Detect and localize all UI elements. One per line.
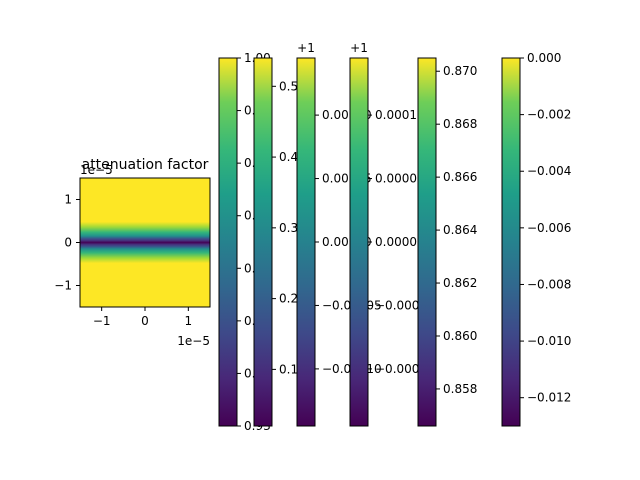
x-tick-label: 0 — [141, 314, 149, 328]
colorbar-tick-label: −0.002 — [527, 108, 571, 122]
colorbar-tick-label: 0.4 — [279, 150, 298, 164]
x-axis-ticks: −1 0 1 — [93, 307, 192, 328]
colorbar-tick-label: 0.00005 — [375, 172, 425, 186]
colorbar-gradient — [297, 58, 315, 426]
colorbar-gradient — [350, 58, 368, 426]
colorbar-gradient — [254, 58, 272, 426]
colorbar-frame — [417, 57, 437, 427]
colorbar-tick-label: 0.1 — [279, 362, 298, 376]
colorbar-tick-label: 0.860 — [443, 329, 477, 343]
x-tick-label: 1 — [185, 314, 193, 328]
colorbar-tick-label: −0.012 — [527, 391, 571, 405]
colorbar-tick-label: 0.2 — [279, 292, 298, 306]
colorbar-gradient — [502, 58, 520, 426]
colorbar-frame — [218, 57, 238, 427]
colorbar-frame — [253, 57, 273, 427]
y-tick-label: 0 — [64, 236, 72, 250]
colorbar-tick-label: 0.864 — [443, 223, 477, 237]
colorbar-2: 0.5 0.4 0.3 0.2 0.1 — [253, 57, 298, 427]
colorbar-tick-label: 0.00000 — [375, 235, 425, 249]
colorbar-tick-label: 0.858 — [443, 382, 477, 396]
colorbar-frame — [501, 57, 521, 427]
colorbar-tick-label: −0.004 — [527, 164, 571, 178]
x-offset-label: 1e−5 — [177, 334, 210, 348]
colorbar-tick-label: 0.5 — [279, 79, 298, 93]
colorbar-tick-label: 0.866 — [443, 170, 477, 184]
y-tick-label: 1 — [64, 193, 72, 207]
heatmap-title: attenuation factor — [82, 157, 209, 173]
colorbar-tick-label: 0.870 — [443, 64, 477, 78]
colorbar-5: 0.870 0.868 0.866 0.864 0.862 0.860 0.858 — [417, 57, 477, 427]
colorbar-6: 0.000 −0.002 −0.004 −0.006 −0.008 −0.010 −0.01… — [501, 51, 571, 427]
colorbar-tick-label: 0.3 — [279, 221, 298, 235]
colorbar-offset-label: +1 — [297, 41, 315, 55]
heatmap-image — [80, 178, 210, 307]
y-offset-label: 1e−5 — [80, 163, 113, 177]
colorbar-tick-label: 0.00010 — [375, 108, 425, 122]
heatmap-panel: attenuation factor 1e−5 −1 0 1 1 0 −1 1e−5 — [54, 157, 211, 348]
colorbar-tick-label: 0.862 — [443, 276, 477, 290]
y-tick-label: −1 — [54, 279, 72, 293]
colorbar-tick-label: 0.000 — [527, 51, 561, 65]
colorbar-tick-label: 0.868 — [443, 117, 477, 131]
colorbar-gradient — [418, 58, 436, 426]
colorbar-tick-label: −0.010 — [527, 334, 571, 348]
colorbar-gradient — [219, 58, 237, 426]
colorbar-tick-label: −0.008 — [527, 277, 571, 291]
colorbar-tick-label: −0.006 — [527, 221, 571, 235]
x-tick-label: −1 — [93, 314, 111, 328]
y-axis-ticks: 1 0 −1 — [54, 193, 80, 293]
colorbar-offset-label: +1 — [350, 41, 368, 55]
